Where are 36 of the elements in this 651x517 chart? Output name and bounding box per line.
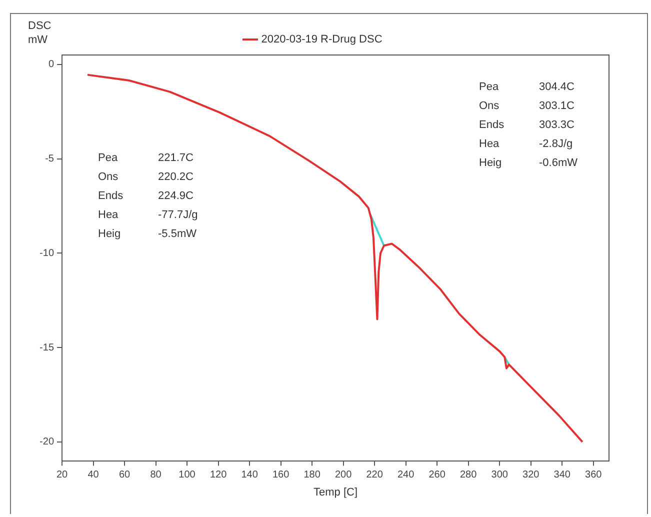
y-tick-label: -15 bbox=[40, 342, 54, 354]
x-tick-label: 80 bbox=[150, 470, 162, 481]
text: Hea -77.7J/g bbox=[98, 209, 198, 221]
x-tick-label: 300 bbox=[491, 470, 508, 481]
x-tick-label: 200 bbox=[334, 470, 352, 481]
text: Heig -0.6mW bbox=[479, 157, 578, 169]
x-tick-label: 340 bbox=[554, 470, 571, 481]
text: Pea 221.7C bbox=[98, 152, 194, 164]
x-axis-title: Temp [C] bbox=[313, 486, 358, 498]
y-tick-label: 0 bbox=[48, 59, 54, 70]
y-axis-title: DSC mW bbox=[28, 20, 52, 46]
text: Ons 303.1C bbox=[479, 100, 574, 112]
x-tick-label: 260 bbox=[428, 470, 446, 481]
x-tick-label: 160 bbox=[272, 470, 290, 481]
text: Heig -5.5mW bbox=[98, 228, 196, 240]
x-tick-label: 360 bbox=[585, 470, 602, 481]
x-tick-label: 20 bbox=[56, 470, 68, 481]
x-tick-label: 280 bbox=[460, 470, 478, 481]
x-tick-label: 60 bbox=[118, 470, 131, 481]
x-tick-label: 120 bbox=[210, 470, 228, 481]
x-tick-label: 40 bbox=[88, 470, 100, 481]
y-tick-label: -10 bbox=[40, 248, 54, 259]
text: Hea -2.8J/g bbox=[479, 138, 573, 150]
legend-label: 2020-03-19 R-Drug DSC bbox=[261, 34, 382, 46]
x-tick-label: 180 bbox=[304, 470, 321, 481]
text: Ends 224.9C bbox=[98, 190, 194, 202]
y-tick-label: -5 bbox=[45, 154, 54, 165]
x-tick-label: 100 bbox=[178, 470, 196, 481]
text: Pea 304.4C bbox=[479, 81, 574, 93]
x-tick-label: 240 bbox=[397, 470, 415, 481]
y-tick-label: -20 bbox=[40, 436, 54, 448]
text: Ends 303.3C bbox=[479, 119, 574, 131]
x-tick-label: 320 bbox=[522, 470, 540, 481]
x-tick-label: 220 bbox=[366, 470, 384, 481]
text: Ons 220.2C bbox=[98, 171, 194, 183]
x-tick-label: 140 bbox=[241, 470, 258, 481]
